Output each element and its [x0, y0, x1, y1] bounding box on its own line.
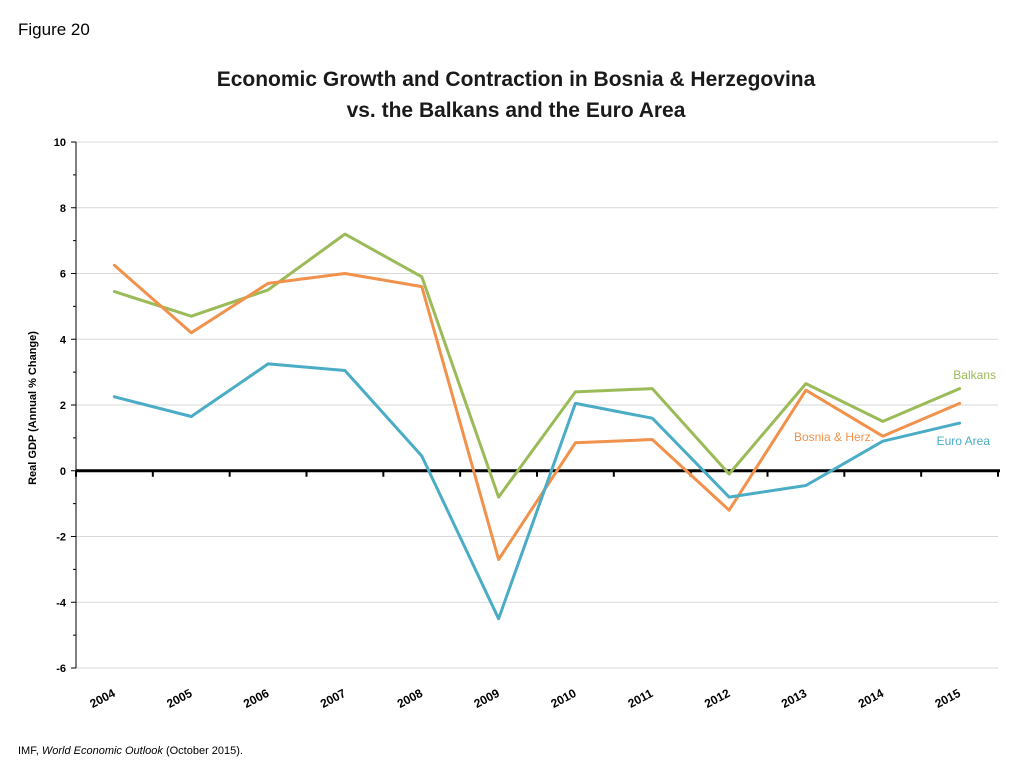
- y-axis-title: Real GDP (Annual % Change): [27, 331, 39, 485]
- x-tick-label: 2014: [856, 686, 886, 711]
- x-tick-label: 2005: [164, 686, 194, 711]
- series-line: [112, 263, 962, 561]
- x-tick-label: 2011: [626, 686, 656, 711]
- x-tick-label: 2004: [87, 686, 117, 711]
- source-note: IMF, World Economic Outlook (October 201…: [18, 745, 243, 757]
- x-tick-label: 2009: [472, 686, 502, 711]
- x-tick-label: 2008: [395, 686, 425, 711]
- chart-title: Economic Growth and Contraction in Bosni…: [0, 64, 1024, 126]
- x-tick-label: 2013: [779, 686, 809, 711]
- series-label: Balkans: [953, 368, 996, 382]
- y-tick-label: 2: [60, 400, 66, 412]
- y-tick-label: 6: [60, 269, 66, 281]
- source-title: World Economic Outlook: [41, 745, 163, 757]
- chart-title-line-2: vs. the Balkans and the Euro Area: [346, 99, 686, 122]
- series-line: [112, 362, 962, 621]
- y-tick-label: 4: [60, 334, 67, 346]
- y-tick-label: -6: [56, 663, 66, 675]
- y-tick-label: 0: [60, 466, 66, 478]
- x-tick-label: 2012: [702, 686, 732, 711]
- source-prefix: IMF,: [18, 745, 42, 757]
- gridlines: [76, 141, 998, 669]
- x-tick-label: 2010: [548, 686, 578, 711]
- series-label: Bosnia & Herz.: [794, 430, 874, 444]
- series-line: [112, 232, 962, 499]
- x-tick-label: 2007: [318, 686, 348, 711]
- y-axis: 10 8 6 4 2 0 -2 -4 -6: [54, 137, 77, 675]
- series-labels: Balkans Bosnia & Herz. Euro Area: [794, 368, 996, 448]
- series-label: Euro Area: [937, 434, 991, 448]
- y-tick-label: 10: [54, 137, 66, 149]
- source-suffix: (October 2015).: [162, 745, 243, 757]
- y-tick-label: 8: [60, 203, 66, 215]
- figure-label: Figure 20: [18, 20, 90, 39]
- y-tick-label: -2: [56, 532, 66, 544]
- chart-title-line-1: Economic Growth and Contraction in Bosni…: [216, 68, 816, 91]
- x-tick-label: 2015: [933, 686, 963, 711]
- x-tick-label: 2006: [241, 686, 271, 711]
- y-tick-label: -4: [56, 597, 67, 609]
- series-lines: [112, 232, 962, 621]
